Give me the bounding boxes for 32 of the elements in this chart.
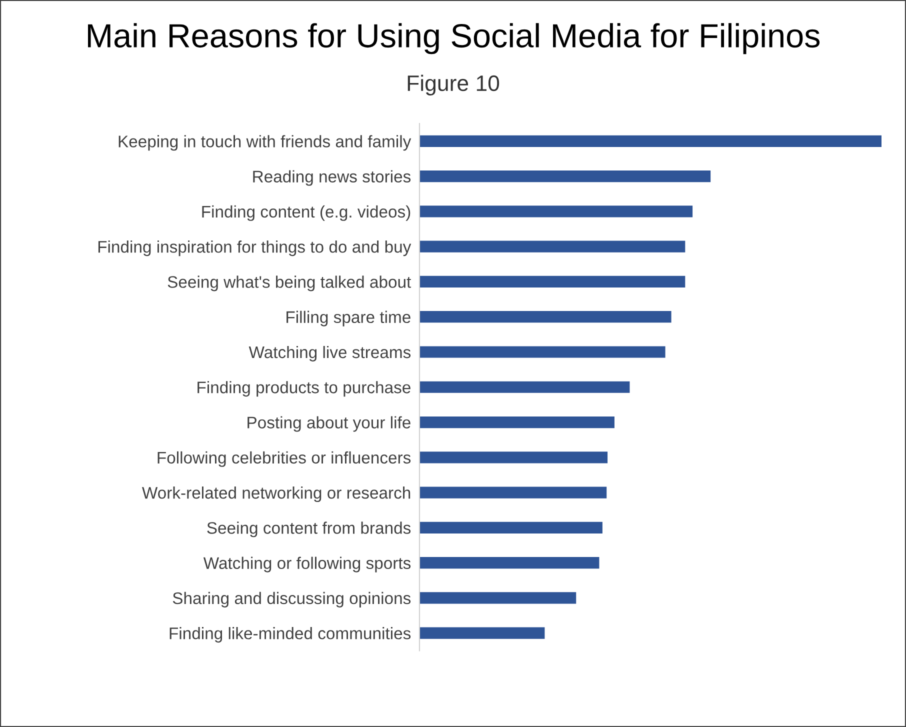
y-tick-label: Finding like-minded communities (170, 627, 411, 643)
y-tick-label: Finding products to purchase (198, 381, 410, 397)
bar (419, 522, 602, 534)
chart-subtitle: Figure 10 (408, 74, 500, 96)
bar (419, 276, 686, 288)
bar (419, 416, 614, 428)
y-tick-label: Filling spare time (286, 310, 410, 326)
y-tick-label: Work-related networking or research (142, 486, 410, 502)
bar (419, 627, 545, 639)
bar (419, 311, 672, 323)
y-tick-label: Following celebrities or influencers (158, 451, 411, 467)
bar (419, 135, 882, 147)
y-tick-label: Watching live streams (248, 346, 411, 362)
y-tick-label: Watching or following sports (203, 556, 411, 572)
y-tick-label: Seeing what's being talked about (168, 276, 412, 292)
bar (419, 452, 608, 464)
bar (419, 557, 600, 569)
y-tick-label: Posting about your life (248, 416, 410, 432)
bar (419, 346, 666, 358)
y-tick-label: Reading news stories (253, 170, 411, 186)
bar (419, 170, 711, 182)
bar (419, 592, 576, 604)
y-tick-label: Finding content (e.g. videos) (202, 205, 410, 221)
bar (419, 240, 686, 252)
bar (419, 381, 630, 393)
y-tick-label: Sharing and discussing opinions (172, 592, 411, 608)
y-tick-label: Keeping in touch with friends and family (118, 135, 412, 151)
bar (419, 206, 693, 218)
y-tick-label: Seeing content from brands (207, 522, 411, 538)
bar (419, 486, 607, 498)
chart-title: Main Reasons for Using Social Media for Filipinos (88, 23, 820, 54)
y-tick-label: Finding inspiration for things to do and buy (98, 240, 412, 256)
